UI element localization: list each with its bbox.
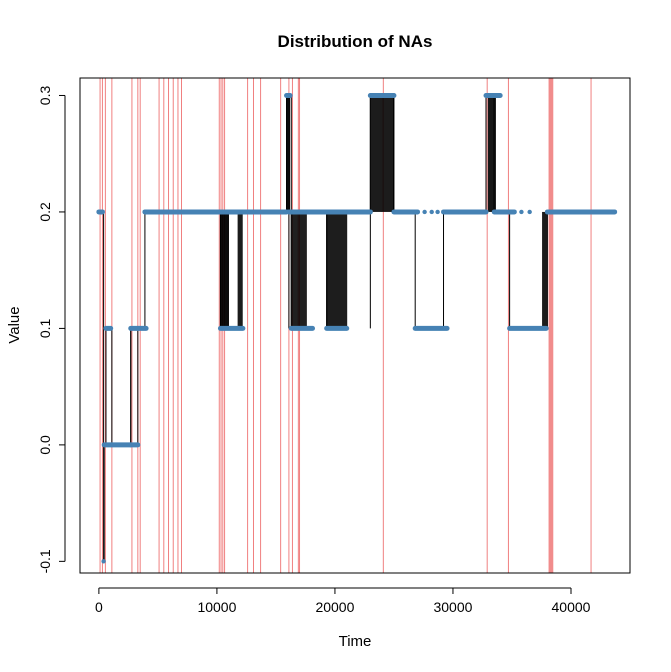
data-point [422,209,427,215]
chart-title: Distribution of NAs [278,32,433,51]
x-tick-label: 0 [95,599,103,615]
na-marker-band [548,78,554,573]
y-axis: -0.1 0.0 0.1 0.2 0.3 [37,86,66,573]
y-tick-label: 0.0 [37,435,53,455]
y-tick-label: -0.1 [37,549,53,573]
data-point [101,559,106,564]
data-point [435,209,440,215]
data-point [519,209,524,215]
series-lines [98,94,615,562]
series-points [96,92,618,564]
y-tick-label: 0.3 [37,86,53,106]
y-axis-label: Value [6,306,23,343]
x-tick-label: 30000 [433,599,472,615]
plot-area-border [79,77,631,574]
data-point [429,209,434,215]
x-tick-label: 10000 [197,599,236,615]
y-tick-label: 0.2 [37,202,53,222]
data-point [527,209,532,215]
x-tick-label: 40000 [552,599,591,615]
y-tick-label: 0.1 [37,318,53,338]
x-axis-label: Time [339,633,372,650]
x-axis: 0 10000 20000 30000 40000 [95,587,591,615]
x-tick-label: 20000 [315,599,354,615]
